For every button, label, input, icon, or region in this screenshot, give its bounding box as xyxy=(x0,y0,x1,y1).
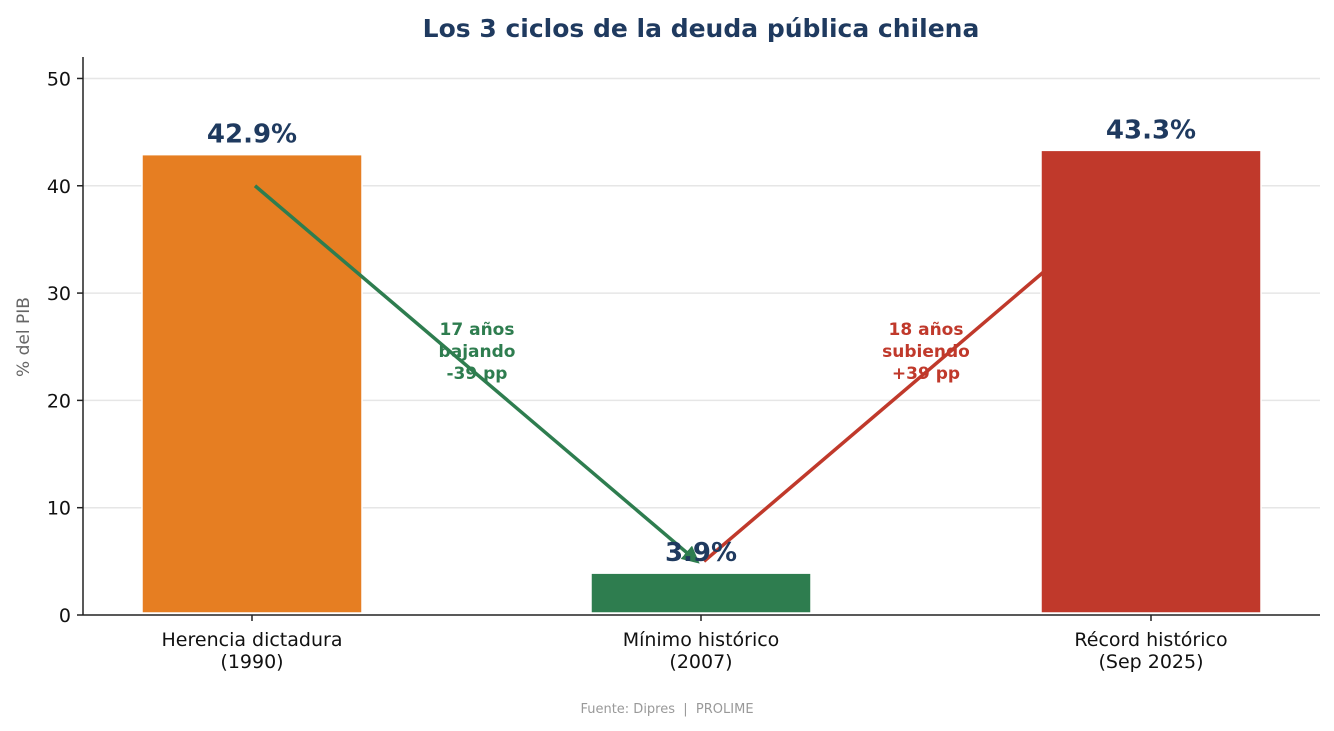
y-tick-label: 0 xyxy=(59,605,71,627)
trend-arrows xyxy=(253,184,1046,564)
y-tick-label: 10 xyxy=(47,498,71,520)
y-tick-label: 50 xyxy=(47,68,71,90)
chart-title: Los 3 ciclos de la deuda pública chilena xyxy=(423,14,980,43)
x-tick-label: Mínimo histórico xyxy=(623,629,780,651)
y-tick-label: 30 xyxy=(47,283,71,305)
trend-arrow xyxy=(702,270,1046,563)
bar xyxy=(1040,149,1262,614)
bar xyxy=(141,153,363,614)
trend-annotation: +39 pp xyxy=(892,364,960,384)
x-tick-label: Herencia dictadura xyxy=(162,629,343,651)
trend-annotation: bajando xyxy=(439,342,516,362)
y-axis-label: % del PIB xyxy=(14,297,34,377)
source-note: Fuente: Dipres | PROLIME xyxy=(580,702,753,717)
y-tick-label: 40 xyxy=(47,176,71,198)
bar-value-label: 3.9% xyxy=(665,538,737,568)
x-tick-label: (1990) xyxy=(220,651,283,673)
x-tick-label: Récord histórico xyxy=(1074,629,1227,651)
trend-annotation: 17 años xyxy=(440,320,515,340)
trend-annotation: subiendo xyxy=(882,342,970,362)
trend-arrow xyxy=(253,184,700,564)
bar-value-label: 43.3% xyxy=(1106,115,1196,145)
bar-value-label: 42.9% xyxy=(207,120,297,150)
x-tick-label: (Sep 2025) xyxy=(1098,651,1203,673)
axis-ticks: 0 10 20 30 40 50 Herencia dictadura(1990) Mínim… xyxy=(47,68,1228,673)
x-tick-label: (2007) xyxy=(669,651,732,673)
y-tick-label: 20 xyxy=(47,390,71,412)
trend-annotation: -39 pp xyxy=(447,364,508,384)
trend-annotation: 18 años xyxy=(889,320,964,340)
bar xyxy=(590,572,812,614)
bars xyxy=(141,149,1262,614)
